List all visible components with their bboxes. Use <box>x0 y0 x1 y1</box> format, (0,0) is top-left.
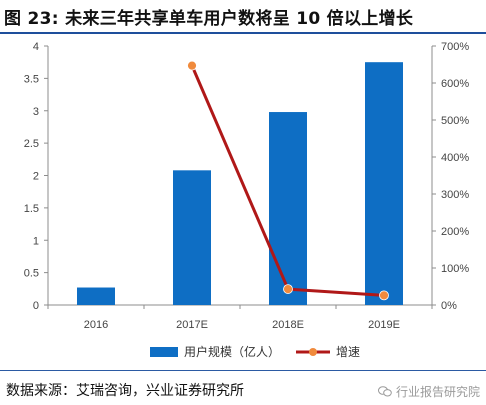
bar <box>365 62 403 305</box>
left-tick-label: 3 <box>33 106 39 118</box>
growth-marker <box>379 290 389 301</box>
bar <box>269 112 307 305</box>
figure-title: 图 23: 未来三年共享单车用户数将呈 10 倍以上增长 <box>4 9 414 29</box>
left-tick-label: 3.5 <box>24 73 39 85</box>
legend-line-marker <box>309 348 317 356</box>
left-tick-label: 0.5 <box>24 268 39 280</box>
left-tick-label: 1.5 <box>24 203 39 215</box>
source-divider <box>0 370 486 371</box>
right-tick-label: 300% <box>441 189 469 201</box>
bar <box>77 287 115 305</box>
right-tick-label: 700% <box>441 41 469 53</box>
left-tick-label: 0 <box>33 300 39 312</box>
left-tick-label: 4 <box>33 41 39 53</box>
x-tick-label: 2019E <box>368 319 400 331</box>
chart: 0 0.5 1 1.5 2 2.5 3 3.5 4 0% 100% 200% 300% 400% 500% 6… <box>24 41 470 359</box>
right-tick-label: 400% <box>441 152 469 164</box>
left-tick-label: 1 <box>33 235 39 247</box>
legend-bar-swatch <box>150 347 178 357</box>
right-tick-label: 500% <box>441 115 469 127</box>
x-tick-label: 2017E <box>176 319 208 331</box>
watermark-text: 行业报告研究院 <box>395 385 480 399</box>
growth-marker <box>187 60 197 71</box>
left-tick-label: 2.5 <box>24 138 39 150</box>
x-tick-label: 2016 <box>84 319 108 331</box>
legend-bar-label: 用户规模（亿人） <box>184 344 280 359</box>
right-tick-label: 600% <box>441 78 469 90</box>
title-divider <box>0 32 486 34</box>
legend-line-label: 增速 <box>336 345 360 359</box>
growth-marker <box>283 284 293 294</box>
wechat-icon <box>377 386 392 397</box>
bar <box>173 170 211 305</box>
right-tick-label: 100% <box>441 263 469 275</box>
right-tick-label: 0% <box>441 300 457 312</box>
watermark: 行业报告研究院 <box>377 383 480 400</box>
source-note: 数据来源：艾瑞咨询，兴业证券研究所 <box>6 383 244 399</box>
left-tick-label: 2 <box>33 171 39 183</box>
x-tick-label: 2018E <box>272 319 304 331</box>
right-tick-label: 200% <box>441 226 469 238</box>
